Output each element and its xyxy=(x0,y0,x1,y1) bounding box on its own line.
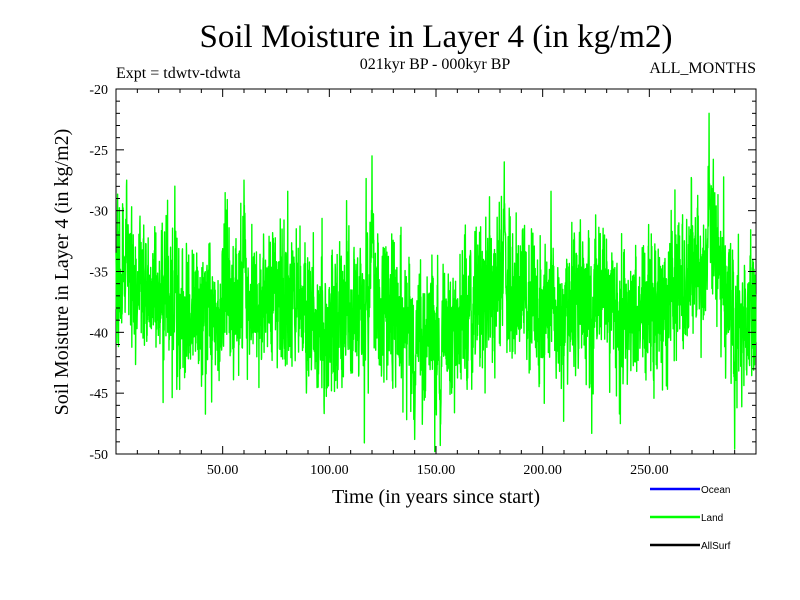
y-tick-label: -35 xyxy=(89,266,108,281)
x-tick-label: 50.00 xyxy=(207,463,239,478)
chart-title: Soil Moisture in Layer 4 (in kg/m2) xyxy=(200,19,673,55)
y-tick-label: -30 xyxy=(89,205,108,220)
x-tick-label: 250.00 xyxy=(630,463,669,478)
series-land-line xyxy=(115,112,757,453)
period-label: ALL_MONTHS xyxy=(649,60,756,77)
x-tick-label: 200.00 xyxy=(523,463,562,478)
x-tick-label: 100.00 xyxy=(310,463,349,478)
experiment-label: Expt = tdwtv-tdwta xyxy=(116,65,241,82)
y-axis: -20 -25 -30 -35 -40 -45 -50 xyxy=(89,83,756,463)
chart-subtitle: 021kyr BP - 000kyr BP xyxy=(360,56,511,73)
x-axis: 50.00 100.00 150.00 200.00 250.00 xyxy=(136,89,736,478)
y-tick-label: -45 xyxy=(89,387,108,402)
y-tick-label: -50 xyxy=(89,448,108,463)
legend-label-allsurf: AllSurf xyxy=(701,541,731,552)
x-axis-title: Time (in years since start) xyxy=(332,486,540,508)
series-layer xyxy=(115,112,757,453)
y-tick-label: -40 xyxy=(89,326,108,341)
y-axis-title: Soil Moisture in Layer 4 (in kg/m2) xyxy=(51,129,73,416)
y-tick-label: -25 xyxy=(89,144,108,159)
legend-label-ocean: Ocean xyxy=(701,485,730,496)
legend: Ocean Land AllSurf xyxy=(650,485,731,552)
y-tick-label: -20 xyxy=(89,83,108,98)
legend-label-land: Land xyxy=(701,513,723,524)
x-tick-label: 150.00 xyxy=(417,463,456,478)
